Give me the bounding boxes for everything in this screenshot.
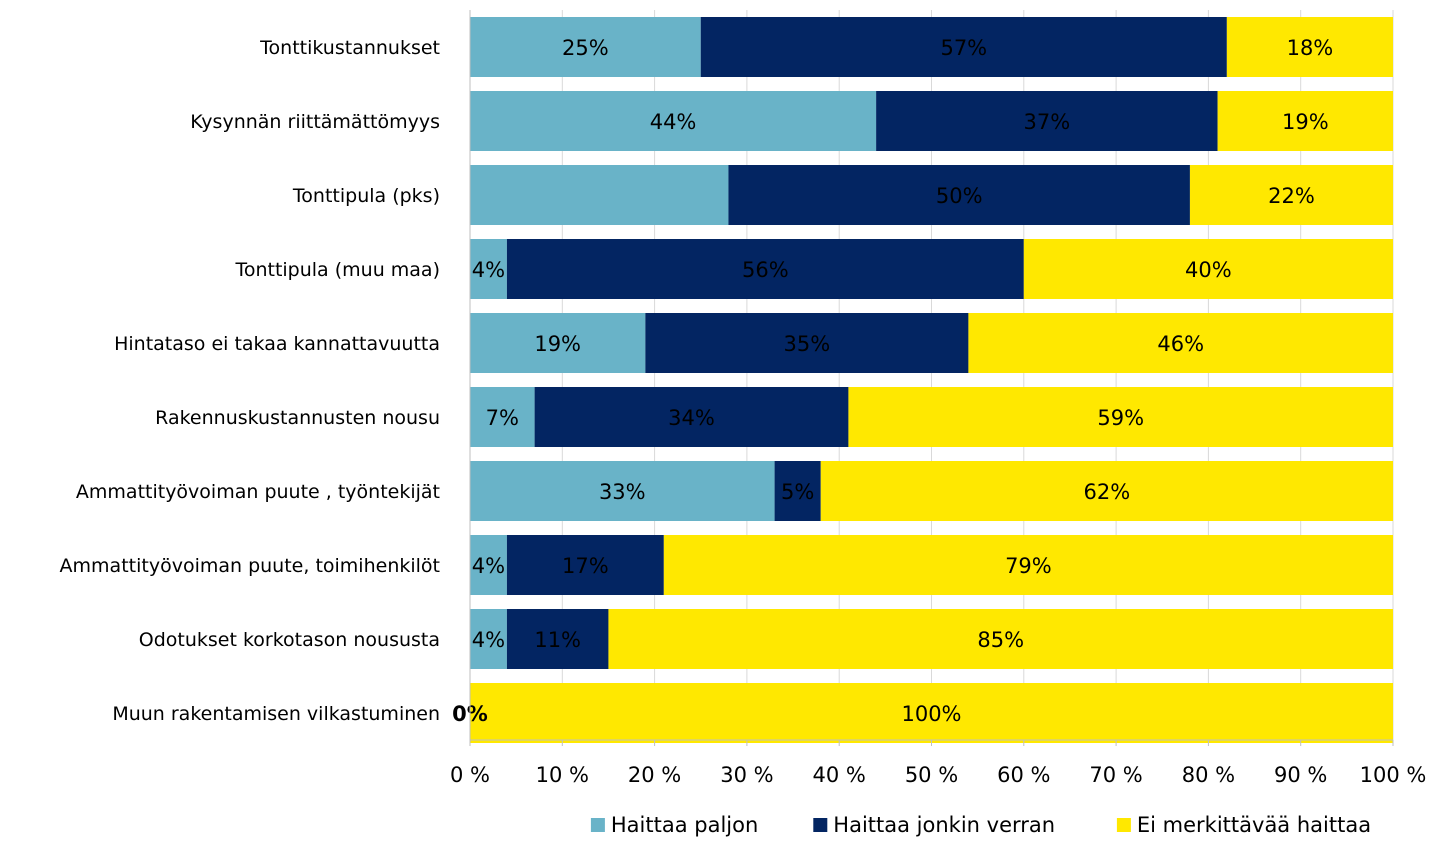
data-label-haittaa-jonkin-verran: 5% xyxy=(781,480,814,504)
bar-ei-merkittavaa-haittaa-kysynnan-riittamattomyys xyxy=(1217,91,1393,151)
data-label-ei-merkittavaa-haittaa: 59% xyxy=(1097,406,1144,430)
bar-haittaa-paljon-kysynnan-riittamattomyys xyxy=(470,91,877,151)
bar-haittaa-jonkin-verran-tonttipula-pks xyxy=(728,165,1190,225)
data-label-haittaa-jonkin-verran: 35% xyxy=(784,332,831,356)
category-label-tonttikustannukset: Tonttikustannukset xyxy=(259,37,440,59)
category-label-ammattityovoiman-puute-toimihenkilot: Ammattityövoiman puute, toimihenkilöt xyxy=(60,555,440,577)
category-label-hintataso-ei-takaa-kannattavuutta: Hintataso ei takaa kannattavuutta xyxy=(114,333,440,355)
data-label-haittaa-jonkin-verran: 17% xyxy=(562,554,609,578)
data-label-haittaa-paljon: 44% xyxy=(650,110,697,134)
x-tick-label: 70 % xyxy=(1089,763,1142,787)
bar-ei-merkittavaa-haittaa-hintataso-ei-takaa-kannattavuutta xyxy=(968,313,1393,373)
legend-swatch-ei-merkittavaa-haittaa xyxy=(1116,818,1131,832)
x-tick-label: 10 % xyxy=(536,763,589,787)
data-label-ei-merkittavaa-haittaa: 79% xyxy=(1005,554,1052,578)
bars xyxy=(470,17,1393,743)
bar-ei-merkittavaa-haittaa-tonttipula-muu-maa xyxy=(1023,239,1393,299)
bar-haittaa-jonkin-verran-tonttikustannukset xyxy=(700,17,1227,77)
data-label-ei-merkittavaa-haittaa: 100% xyxy=(901,702,961,726)
category-label-ammattityovoiman-puute-tyontekijat: Ammattityövoiman puute , työntekijät xyxy=(76,481,440,503)
bar-ei-merkittavaa-haittaa-muun-rakentamisen-vilkastuminen xyxy=(470,683,1393,743)
bar-haittaa-jonkin-verran-kysynnan-riittamattomyys xyxy=(876,91,1218,151)
data-label-ei-merkittavaa-haittaa: 22% xyxy=(1268,184,1315,208)
data-label-haittaa-jonkin-verran: 56% xyxy=(742,258,789,282)
bar-haittaa-paljon-hintataso-ei-takaa-kannattavuutta xyxy=(470,313,646,373)
bar-haittaa-jonkin-verran-tonttipula-muu-maa xyxy=(506,239,1024,299)
bar-haittaa-jonkin-verran-odotukset-korkotason-noususta xyxy=(506,609,609,669)
legend-swatch-haittaa-jonkin-verran xyxy=(813,818,828,832)
bar-haittaa-paljon-rakennuskustannusten-nousu xyxy=(470,387,535,447)
data-label-haittaa-paljon: 33% xyxy=(599,480,646,504)
data-labels: 25% 57% 18% 44% 37% 19% 50% 22% 4% 56% 40% 19% 35% 46… xyxy=(452,36,1333,726)
x-tick-label: 80 % xyxy=(1182,763,1235,787)
data-label-ei-merkittavaa-haittaa: 18% xyxy=(1287,36,1334,60)
x-axis: 0 % 10 % 20 % 30 % 40 % 50 % 60 % 70 % 80 % 90 % 1… xyxy=(450,10,1426,787)
category-labels: Tonttikustannukset Kysynnän riittämättömy… xyxy=(60,37,440,725)
x-tick-label: 40 % xyxy=(813,763,866,787)
bar-ei-merkittavaa-haittaa-odotukset-korkotason-noususta xyxy=(608,609,1393,669)
data-label-haittaa-paljon: 7% xyxy=(486,406,519,430)
data-label-haittaa-paljon: 19% xyxy=(534,332,581,356)
x-tick-label: 30 % xyxy=(720,763,773,787)
x-tick-label: 60 % xyxy=(997,763,1050,787)
bar-haittaa-paljon-odotukset-korkotason-noususta xyxy=(470,609,507,669)
legend-swatch-haittaa-paljon xyxy=(590,818,605,832)
data-label-haittaa-jonkin-verran: 11% xyxy=(534,628,581,652)
bar-haittaa-jonkin-verran-ammattityovoiman-puute-tyontekijat xyxy=(774,461,821,521)
bar-ei-merkittavaa-haittaa-ammattityovoiman-puute-toimihenkilot xyxy=(663,535,1393,595)
x-tick-label: 20 % xyxy=(628,763,681,787)
category-label-tonttipula-muu-maa: Tonttipula (muu maa) xyxy=(234,259,440,281)
legend: Haittaa paljon Haittaa jonkin verran Ei me… xyxy=(590,813,1371,837)
data-label-ei-merkittavaa-haittaa: 62% xyxy=(1084,480,1131,504)
data-label-ei-merkittavaa-haittaa: 46% xyxy=(1157,332,1204,356)
legend-label-haittaa-jonkin-verran: Haittaa jonkin verran xyxy=(833,813,1055,837)
category-label-odotukset-korkotason-noususta: Odotukset korkotason noususta xyxy=(139,629,440,651)
bar-haittaa-paljon-ammattityovoiman-puute-tyontekijat xyxy=(470,461,775,521)
data-label-haittaa-paljon: 4% xyxy=(472,628,505,652)
bar-ei-merkittavaa-haittaa-tonttipula-pks xyxy=(1189,165,1393,225)
bar-haittaa-jonkin-verran-hintataso-ei-takaa-kannattavuutta xyxy=(645,313,969,373)
data-label-ei-merkittavaa-haittaa: 40% xyxy=(1185,258,1232,282)
data-label-ei-merkittavaa-haittaa: 85% xyxy=(977,628,1024,652)
legend-label-ei-merkittavaa-haittaa: Ei merkittävää haittaa xyxy=(1137,813,1371,837)
bar-ei-merkittavaa-haittaa-tonttikustannukset xyxy=(1226,17,1393,77)
x-tick-label: 100 % xyxy=(1360,763,1427,787)
category-label-muun-rakentamisen-vilkastuminen: Muun rakentamisen vilkastuminen xyxy=(112,703,440,725)
bar-ei-merkittavaa-haittaa-rakennuskustannusten-nousu xyxy=(848,387,1393,447)
data-label-haittaa-paljon: 25% xyxy=(562,36,609,60)
bar-haittaa-paljon-tonttikustannukset xyxy=(470,17,701,77)
data-label-haittaa-paljon: 4% xyxy=(472,258,505,282)
x-tick-label: 0 % xyxy=(450,763,490,787)
legend-label-haittaa-paljon: Haittaa paljon xyxy=(611,813,758,837)
data-label-haittaa-jonkin-verran: 37% xyxy=(1024,110,1071,134)
data-label-haittaa-jonkin-verran: 34% xyxy=(668,406,715,430)
bar-haittaa-paljon-tonttipula-pks xyxy=(470,165,729,225)
data-label-haittaa-paljon: 4% xyxy=(472,554,505,578)
bar-haittaa-jonkin-verran-rakennuskustannusten-nousu xyxy=(534,387,849,447)
bar-haittaa-paljon-tonttipula-muu-maa xyxy=(470,239,507,299)
category-label-tonttipula-pks: Tonttipula (pks) xyxy=(292,185,440,207)
data-label-haittaa-jonkin-verran: 57% xyxy=(940,36,987,60)
data-label-ei-merkittavaa-haittaa: 19% xyxy=(1282,110,1329,134)
bar-haittaa-paljon-ammattityovoiman-puute-toimihenkilot xyxy=(470,535,507,595)
category-label-rakennuskustannusten-nousu: Rakennuskustannusten nousu xyxy=(155,407,440,429)
x-tick-label: 90 % xyxy=(1274,763,1327,787)
bar-ei-merkittavaa-haittaa-ammattityovoiman-puute-tyontekijat xyxy=(820,461,1393,521)
data-label-haittaa-jonkin-verran: 50% xyxy=(936,184,983,208)
x-tick-label: 50 % xyxy=(905,763,958,787)
category-label-kysynnan-riittamattomyys: Kysynnän riittämättömyys xyxy=(190,111,440,133)
bar-haittaa-jonkin-verran-ammattityovoiman-puute-toimihenkilot xyxy=(506,535,664,595)
